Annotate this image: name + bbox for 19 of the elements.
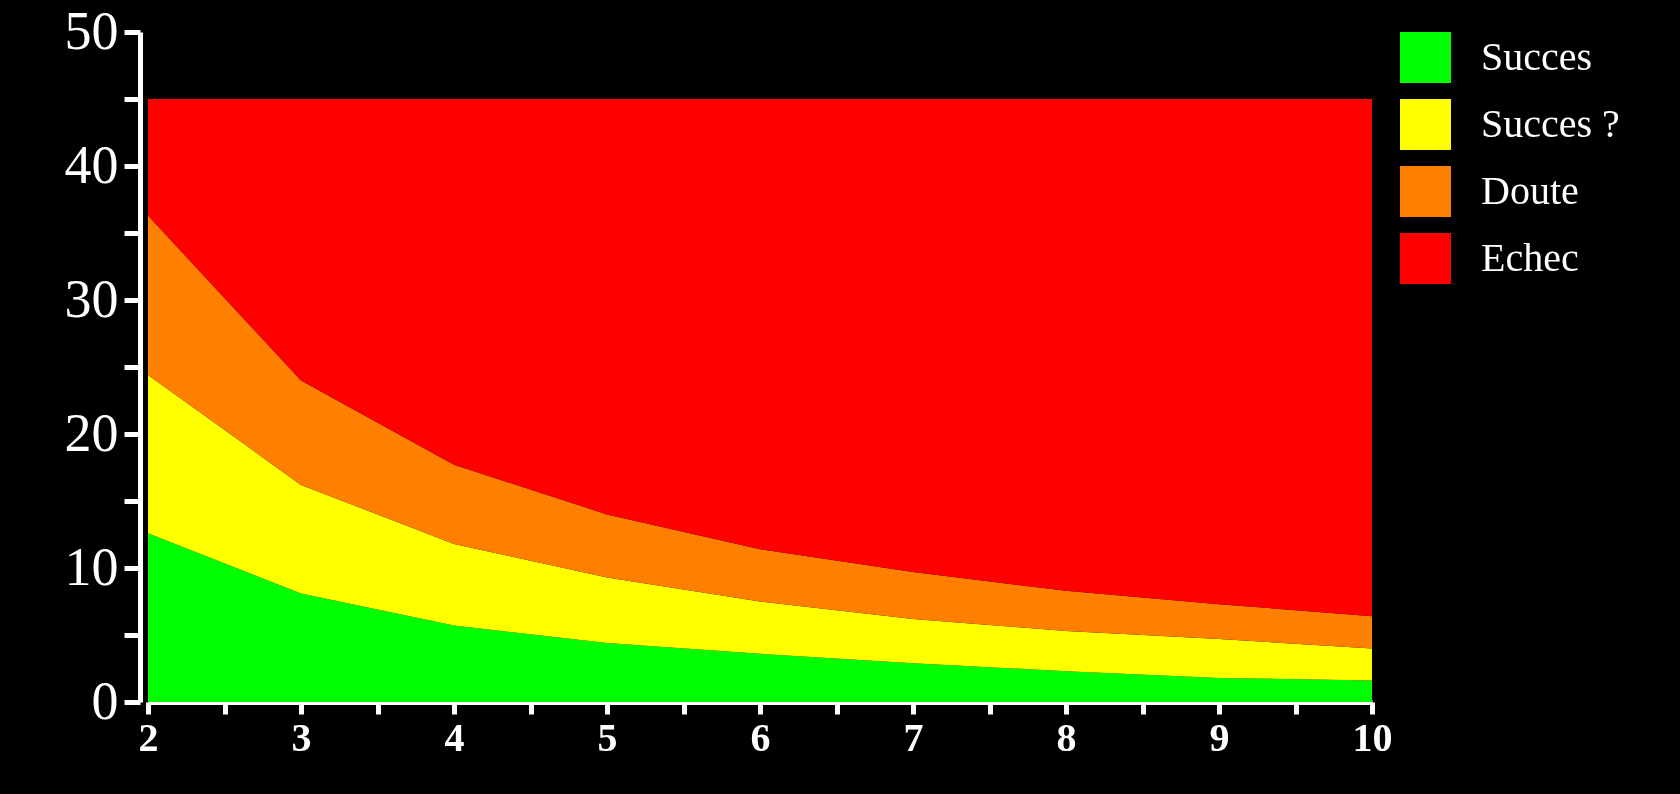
y-tick-label: 20 [64,402,119,463]
y-tick-label: 10 [64,536,119,597]
y-tick-label: 50 [64,0,119,61]
y-tick-label: 40 [64,134,119,195]
y-tick-label: 30 [64,268,119,329]
x-tick-label: 4 [444,714,465,760]
x-tick-label: 10 [1352,714,1393,760]
y-tick-label: 0 [91,670,119,731]
x-tick-label: 3 [291,714,312,760]
x-tick-label: 2 [138,714,159,760]
legend-label: Doute [1481,167,1579,213]
x-tick-label: 9 [1209,714,1230,760]
x-tick-label: 7 [903,714,924,760]
legend-label: Succes ? [1481,100,1620,146]
x-tick-label: 8 [1056,714,1077,760]
x-tick-label: 6 [750,714,771,760]
x-tick-label: 5 [597,714,618,760]
legend-label: Echec [1481,234,1579,280]
legend-label: Succes [1481,33,1593,79]
